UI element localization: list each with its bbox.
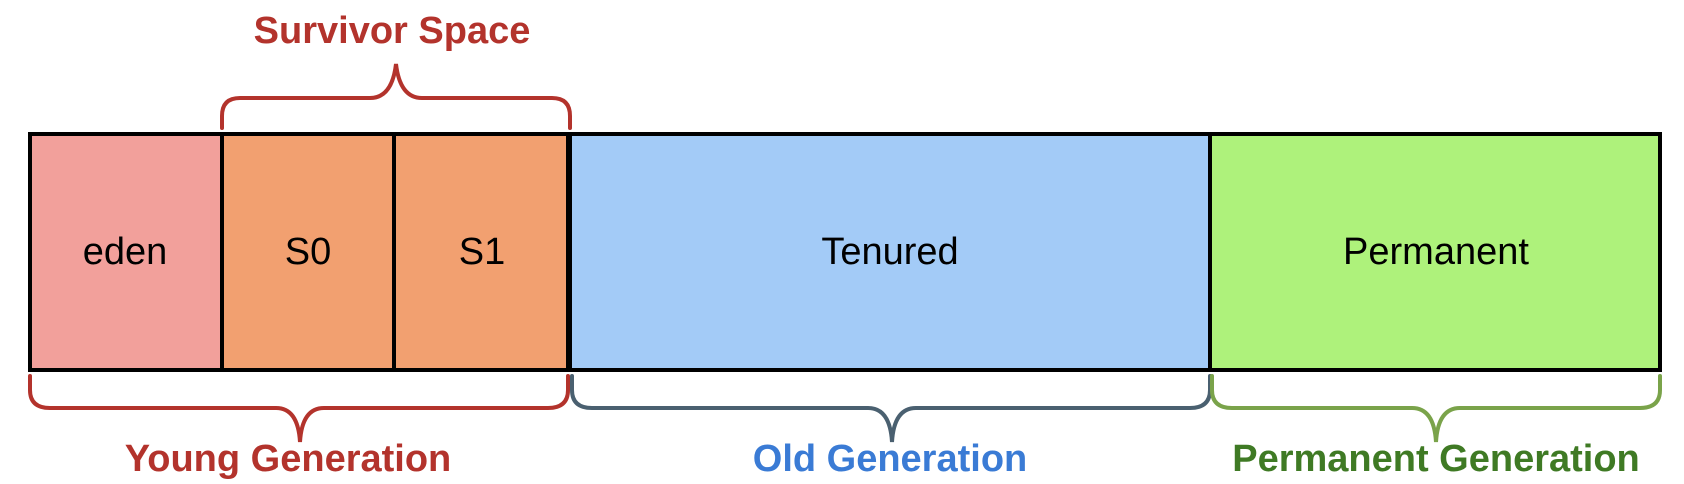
s0-region: S0 [222,132,394,372]
s1-region: S1 [394,132,570,372]
young-generation-label: Young Generation [124,438,452,480]
permanent-generation-label: Permanent Generation [1232,438,1640,480]
divider-tenured-permanent [1208,132,1212,372]
eden-label: eden [82,230,168,273]
eden-region: eden [28,132,222,372]
permanent-label: Permanent [1343,230,1529,273]
divider-s1-tenured [566,132,572,372]
permanent-generation-brace [1210,374,1662,443]
old-generation-label: Old Generation [752,438,1028,480]
young-generation-brace [28,374,570,443]
tenured-region: Tenured [570,132,1210,372]
survivor-space-brace [220,63,572,130]
s0-label: S0 [284,230,332,273]
divider-s0-s1 [392,132,396,372]
tenured-label: Tenured [821,230,959,273]
s1-label: S1 [458,230,506,273]
permanent-region: Permanent [1210,132,1662,372]
survivor-space-label: Survivor Space [253,10,531,52]
old-generation-brace [570,374,1212,443]
divider-eden-s0 [220,132,224,372]
